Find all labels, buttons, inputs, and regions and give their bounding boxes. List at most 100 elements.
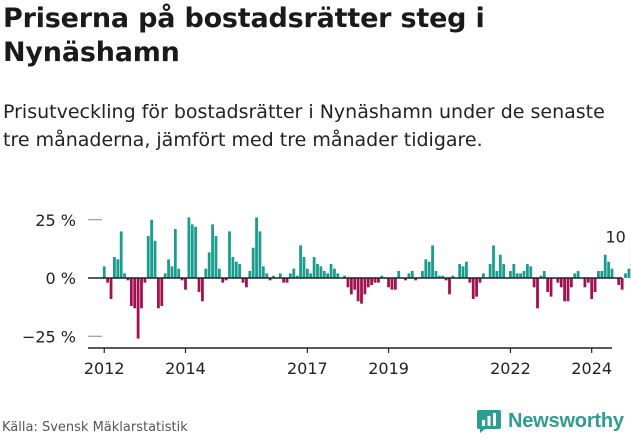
bar [234,261,238,278]
bar [617,278,621,285]
bar [194,226,198,278]
brand-name: Newsworthy [508,409,624,432]
bar [603,254,607,278]
y-tick-label-1: 0 % [46,269,76,288]
bar [255,217,258,278]
bar [421,271,424,278]
y-tick-label-2: −25 % [22,327,76,346]
bar [343,275,346,278]
bar [390,278,394,290]
x-tick-label-3: 2019 [368,359,409,378]
bar [509,271,512,278]
bar [377,278,380,283]
bar [231,257,235,278]
bar [177,268,181,278]
bar [397,271,401,278]
bar [488,264,492,278]
bar [299,245,302,278]
bar [549,278,553,297]
bar [424,259,428,278]
y-tick-label-0: 25 % [35,211,76,230]
bar [184,278,187,290]
bar [414,278,418,281]
bar [410,271,414,278]
bar [458,264,462,278]
bar [600,271,604,278]
bar [387,278,390,288]
x-tick-label-5: 2024 [571,359,612,378]
bar [519,273,522,278]
bar [278,273,282,278]
bar [542,271,546,278]
bar [268,278,272,281]
bar [116,259,120,278]
bar [102,266,106,278]
bar [546,278,550,292]
bar [309,273,313,278]
bar [248,271,252,278]
bar [366,278,370,288]
bar [437,275,441,278]
bar [370,278,374,285]
bar [525,264,529,278]
bar [251,247,255,278]
bar [461,266,465,278]
bar [136,278,140,339]
bar [404,278,407,281]
bar [559,278,563,288]
newsworthy-logo-icon [477,410,501,433]
bar [187,217,191,278]
bar [444,278,448,281]
chart-subtitle: Prisutveckling för bostadsrätter i Nynäs… [3,101,605,151]
bar [163,273,167,278]
bar [566,278,570,302]
bar [481,273,485,278]
bar [448,278,451,295]
bar [512,264,516,278]
bar [532,278,536,288]
bar [610,268,614,278]
bar [590,278,594,299]
bar [201,278,204,302]
bar [536,278,539,309]
x-tick-label-2: 2017 [287,359,328,378]
bar [471,278,475,299]
bar [539,275,543,278]
bar [556,278,560,283]
bar [319,266,323,278]
bar [346,278,350,288]
bar [498,254,502,278]
bar [217,268,221,278]
bar [563,278,566,302]
bar [316,264,319,278]
brand-logo[interactable]: Newsworthy [476,406,624,436]
bar [228,231,231,278]
bar [393,278,397,290]
bar [329,264,333,278]
bar [360,278,363,304]
bar [258,231,262,278]
bar [265,273,269,278]
x-tick-label-1: 2014 [165,359,206,378]
bar [211,224,214,278]
bar [492,245,495,278]
bar [272,275,275,278]
bar [119,231,123,278]
bar [333,268,336,278]
bar [123,273,126,278]
bar [356,278,360,302]
bar [312,257,316,278]
bar [150,219,154,278]
bar [241,278,245,283]
last-value-annotation: 10 % [606,228,631,247]
bar [576,271,580,278]
x-tick-label-0: 2012 [84,359,125,378]
bar [353,278,357,290]
bar [607,261,610,278]
bar [140,278,143,309]
source-credit: Källa: Svensk Mäklarstatistik [2,420,188,435]
bar [441,275,445,278]
bar [336,273,340,278]
bar [349,278,353,295]
bar [586,278,590,283]
